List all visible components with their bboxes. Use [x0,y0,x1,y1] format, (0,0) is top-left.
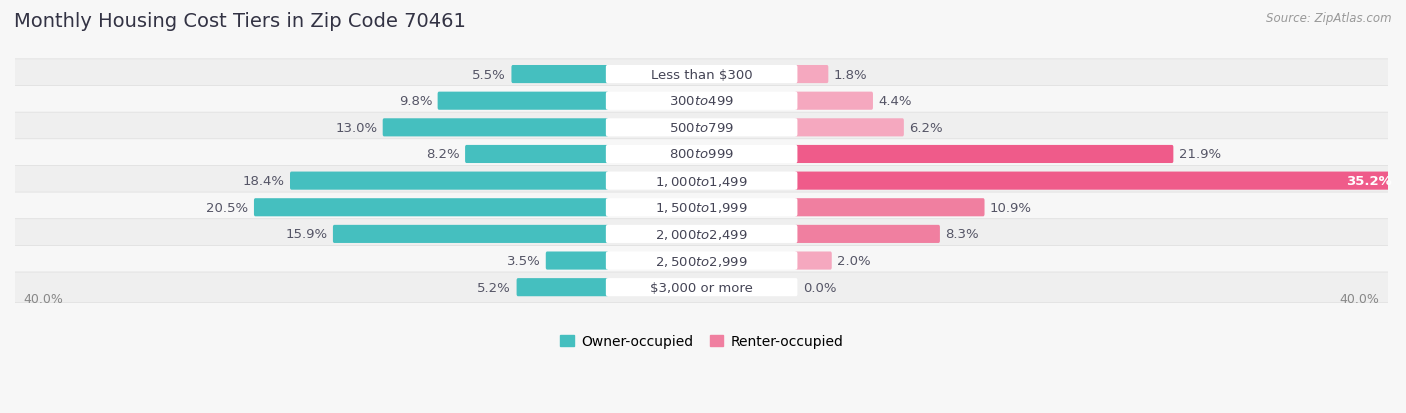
FancyBboxPatch shape [606,278,797,297]
Text: 0.0%: 0.0% [803,281,837,294]
FancyBboxPatch shape [606,145,797,164]
Text: 8.3%: 8.3% [945,228,979,241]
FancyBboxPatch shape [794,225,939,243]
Text: $1,000 to $1,499: $1,000 to $1,499 [655,174,748,188]
FancyBboxPatch shape [382,119,609,137]
Text: 21.9%: 21.9% [1178,148,1220,161]
FancyBboxPatch shape [606,199,797,217]
FancyBboxPatch shape [13,246,1391,276]
Text: 9.8%: 9.8% [399,95,432,108]
Text: $2,500 to $2,999: $2,500 to $2,999 [655,254,748,268]
Text: 40.0%: 40.0% [1340,292,1379,305]
Text: $800 to $999: $800 to $999 [669,148,734,161]
FancyBboxPatch shape [546,252,609,270]
Text: 15.9%: 15.9% [285,228,328,241]
Text: 1.8%: 1.8% [834,69,868,81]
Text: $3,000 or more: $3,000 or more [650,281,754,294]
FancyBboxPatch shape [13,60,1391,90]
FancyBboxPatch shape [13,272,1391,303]
FancyBboxPatch shape [13,192,1391,223]
FancyBboxPatch shape [13,219,1391,249]
FancyBboxPatch shape [254,199,609,217]
Text: 10.9%: 10.9% [990,201,1032,214]
FancyBboxPatch shape [333,225,609,243]
FancyBboxPatch shape [794,66,828,84]
Text: Less than $300: Less than $300 [651,69,752,81]
FancyBboxPatch shape [606,252,797,270]
Text: 35.2%: 35.2% [1346,175,1392,188]
Text: 5.5%: 5.5% [472,69,506,81]
Text: 2.0%: 2.0% [837,254,870,267]
FancyBboxPatch shape [606,93,797,111]
FancyBboxPatch shape [13,113,1391,143]
FancyBboxPatch shape [794,93,873,111]
FancyBboxPatch shape [13,166,1391,196]
Text: 4.4%: 4.4% [879,95,912,108]
FancyBboxPatch shape [794,199,984,217]
FancyBboxPatch shape [13,86,1391,116]
FancyBboxPatch shape [794,119,904,137]
Text: 3.5%: 3.5% [506,254,540,267]
FancyBboxPatch shape [13,140,1391,170]
FancyBboxPatch shape [465,145,609,164]
Text: 18.4%: 18.4% [242,175,284,188]
FancyBboxPatch shape [437,93,609,111]
FancyBboxPatch shape [290,172,609,190]
Text: $1,500 to $1,999: $1,500 to $1,999 [655,201,748,215]
FancyBboxPatch shape [606,119,797,137]
FancyBboxPatch shape [606,172,797,190]
Text: 8.2%: 8.2% [426,148,460,161]
Text: 6.2%: 6.2% [910,121,943,135]
FancyBboxPatch shape [794,145,1174,164]
FancyBboxPatch shape [606,225,797,243]
FancyBboxPatch shape [794,252,832,270]
Text: 40.0%: 40.0% [24,292,63,305]
FancyBboxPatch shape [606,66,797,84]
Text: 13.0%: 13.0% [335,121,377,135]
Text: $500 to $799: $500 to $799 [669,121,734,135]
Text: Source: ZipAtlas.com: Source: ZipAtlas.com [1267,12,1392,25]
Text: $300 to $499: $300 to $499 [669,95,734,108]
FancyBboxPatch shape [512,66,609,84]
Text: 5.2%: 5.2% [478,281,512,294]
Text: 20.5%: 20.5% [207,201,249,214]
FancyBboxPatch shape [794,172,1402,190]
Text: $2,000 to $2,499: $2,000 to $2,499 [655,227,748,241]
FancyBboxPatch shape [516,278,609,297]
Legend: Owner-occupied, Renter-occupied: Owner-occupied, Renter-occupied [554,329,849,354]
Text: Monthly Housing Cost Tiers in Zip Code 70461: Monthly Housing Cost Tiers in Zip Code 7… [14,12,465,31]
